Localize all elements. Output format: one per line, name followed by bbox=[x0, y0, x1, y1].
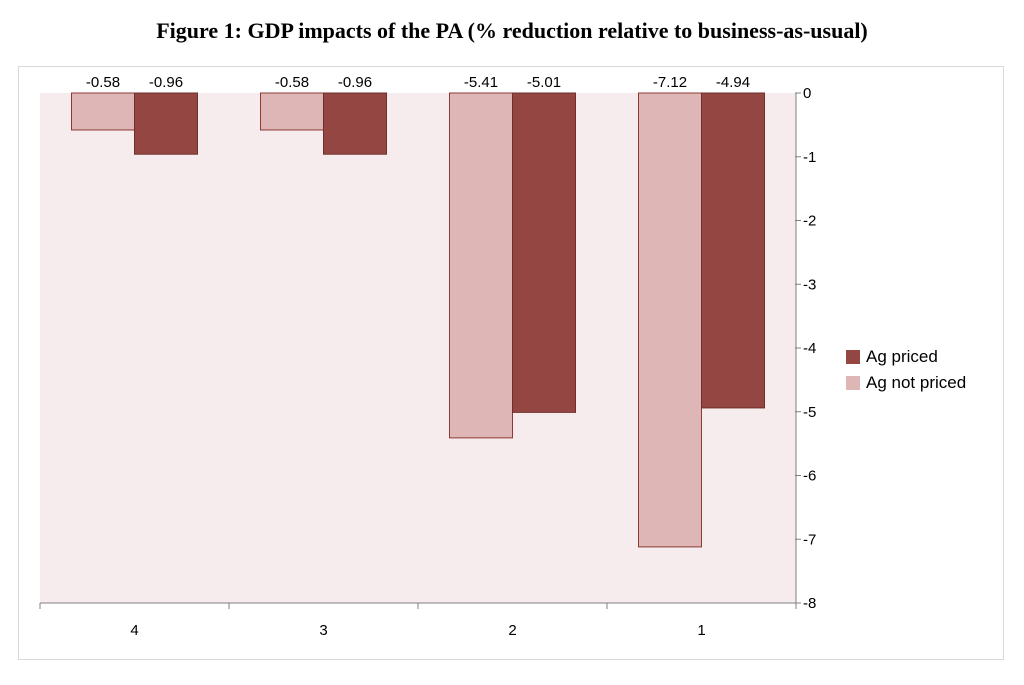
bar-ag-not-priced-3 bbox=[260, 92, 324, 131]
y-tick-label--4: -4 bbox=[803, 340, 816, 357]
y-tick-label--5: -5 bbox=[803, 404, 816, 421]
legend-label-ag-priced: Ag priced bbox=[866, 347, 938, 366]
data-label-ag-not-priced-3: -0.58 bbox=[275, 74, 309, 91]
bar-ag-priced-3 bbox=[323, 92, 387, 155]
x-tick-label-3: 3 bbox=[319, 622, 327, 639]
bar-ag-not-priced-1 bbox=[638, 92, 702, 548]
legend: Ag priced Ag not priced bbox=[846, 344, 966, 396]
data-label-ag-not-priced-1: -7.12 bbox=[653, 74, 687, 91]
data-label-ag-priced-4: -0.96 bbox=[149, 74, 183, 91]
chart-frame bbox=[18, 66, 1004, 660]
legend-label-ag-not-priced: Ag not priced bbox=[866, 373, 967, 392]
data-label-ag-not-priced-2: -5.41 bbox=[464, 74, 498, 91]
bar-ag-priced-4 bbox=[134, 92, 198, 155]
bar-ag-not-priced-2 bbox=[449, 92, 513, 439]
bar-ag-not-priced-4 bbox=[71, 92, 135, 131]
bar-ag-priced-2 bbox=[512, 92, 576, 413]
x-tick-label-2: 2 bbox=[508, 622, 516, 639]
y-tick-label--2: -2 bbox=[803, 213, 816, 230]
legend-swatch-ag-not-priced bbox=[846, 376, 860, 390]
x-tick-label-1: 1 bbox=[697, 622, 705, 639]
data-label-ag-priced-1: -4.94 bbox=[716, 74, 750, 91]
legend-swatch-ag-priced bbox=[846, 350, 860, 364]
y-tick-label--8: -8 bbox=[803, 595, 816, 612]
y-tick-label--1: -1 bbox=[803, 149, 816, 166]
data-label-ag-priced-2: -5.01 bbox=[527, 74, 561, 91]
chart-title: Figure 1: GDP impacts of the PA (% reduc… bbox=[156, 18, 868, 43]
data-label-ag-not-priced-4: -0.58 bbox=[86, 74, 120, 91]
legend-item-ag-priced: Ag priced bbox=[846, 344, 966, 370]
y-tick-label-0: 0 bbox=[803, 85, 811, 102]
data-label-ag-priced-3: -0.96 bbox=[338, 74, 372, 91]
y-tick-label--6: -6 bbox=[803, 468, 816, 485]
bar-ag-priced-1 bbox=[701, 92, 765, 409]
y-tick-label--3: -3 bbox=[803, 276, 816, 293]
legend-item-ag-not-priced: Ag not priced bbox=[846, 370, 966, 396]
y-tick-label--7: -7 bbox=[803, 531, 816, 548]
x-tick-label-4: 4 bbox=[130, 622, 138, 639]
